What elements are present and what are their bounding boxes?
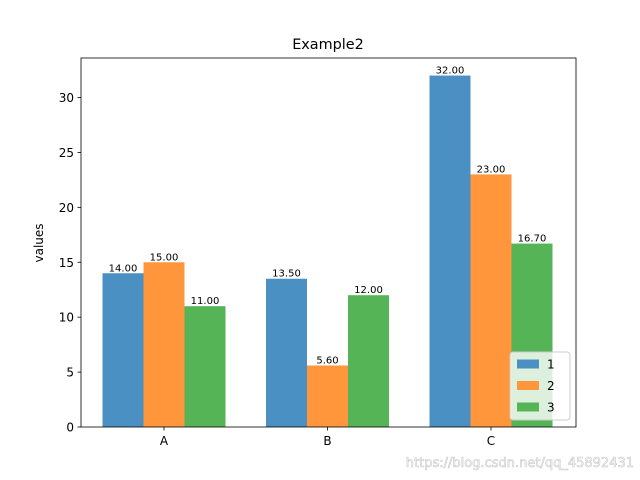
- legend-label-series-3: 3: [547, 401, 555, 415]
- y-tick-label-10: 10: [59, 311, 74, 325]
- legend: 1 2 3: [509, 351, 571, 421]
- bar-C-series-1: [429, 75, 471, 428]
- y-tick-label-20: 20: [59, 201, 74, 215]
- x-tick-label-C: C: [487, 434, 495, 448]
- plot-frame: [80, 57, 577, 428]
- chart-title: Example2: [292, 37, 364, 53]
- data-label-C-series-2: 23.00: [477, 164, 506, 175]
- bar-A-series-3: [184, 306, 226, 427]
- legend-label-series-1: 1: [547, 358, 555, 372]
- bar-B-series-2: [307, 365, 348, 427]
- x-tick-label-A: A: [160, 434, 169, 448]
- bar-B-series-1: [266, 278, 307, 427]
- bar-A-series-2: [143, 262, 185, 427]
- axes-layer: 0 5 10 15 20 25 30 A B C: [59, 57, 577, 448]
- data-label-B-series-2: 5.60: [316, 356, 338, 367]
- data-label-B-series-1: 13.50: [272, 269, 301, 280]
- bar-C-series-2: [470, 174, 512, 427]
- bar-B-series-3: [348, 295, 389, 427]
- data-label-C-series-1: 32.00: [436, 66, 465, 77]
- watermark-text: https://blog.csdn.net/qq_45892431: [406, 456, 634, 471]
- data-label-A-series-1: 14.00: [109, 263, 138, 274]
- y-tick-label-5: 5: [66, 366, 74, 380]
- x-tick-label-B: B: [323, 434, 331, 448]
- bars-layer: [102, 75, 553, 428]
- data-labels-layer: 14.00 15.00 11.00 13.50 5.60 12.00 32.00 23.00 1…: [109, 66, 547, 367]
- legend-swatch-series-2: [517, 381, 539, 390]
- y-tick-label-25: 25: [59, 146, 74, 160]
- legend-label-series-2: 2: [547, 379, 555, 393]
- legend-swatch-series-3: [517, 402, 539, 412]
- y-axis-label: values: [32, 223, 46, 262]
- y-tick-label-30: 30: [59, 91, 74, 105]
- bar-A-series-1: [102, 273, 144, 427]
- y-tick-label-0: 0: [66, 421, 74, 435]
- data-label-B-series-3: 12.00: [354, 285, 383, 296]
- data-label-C-series-3: 16.70: [518, 234, 547, 245]
- data-label-A-series-3: 11.00: [191, 296, 220, 307]
- y-tick-label-15: 15: [59, 256, 74, 270]
- legend-swatch-series-1: [517, 359, 539, 369]
- data-label-A-series-2: 15.00: [150, 252, 179, 263]
